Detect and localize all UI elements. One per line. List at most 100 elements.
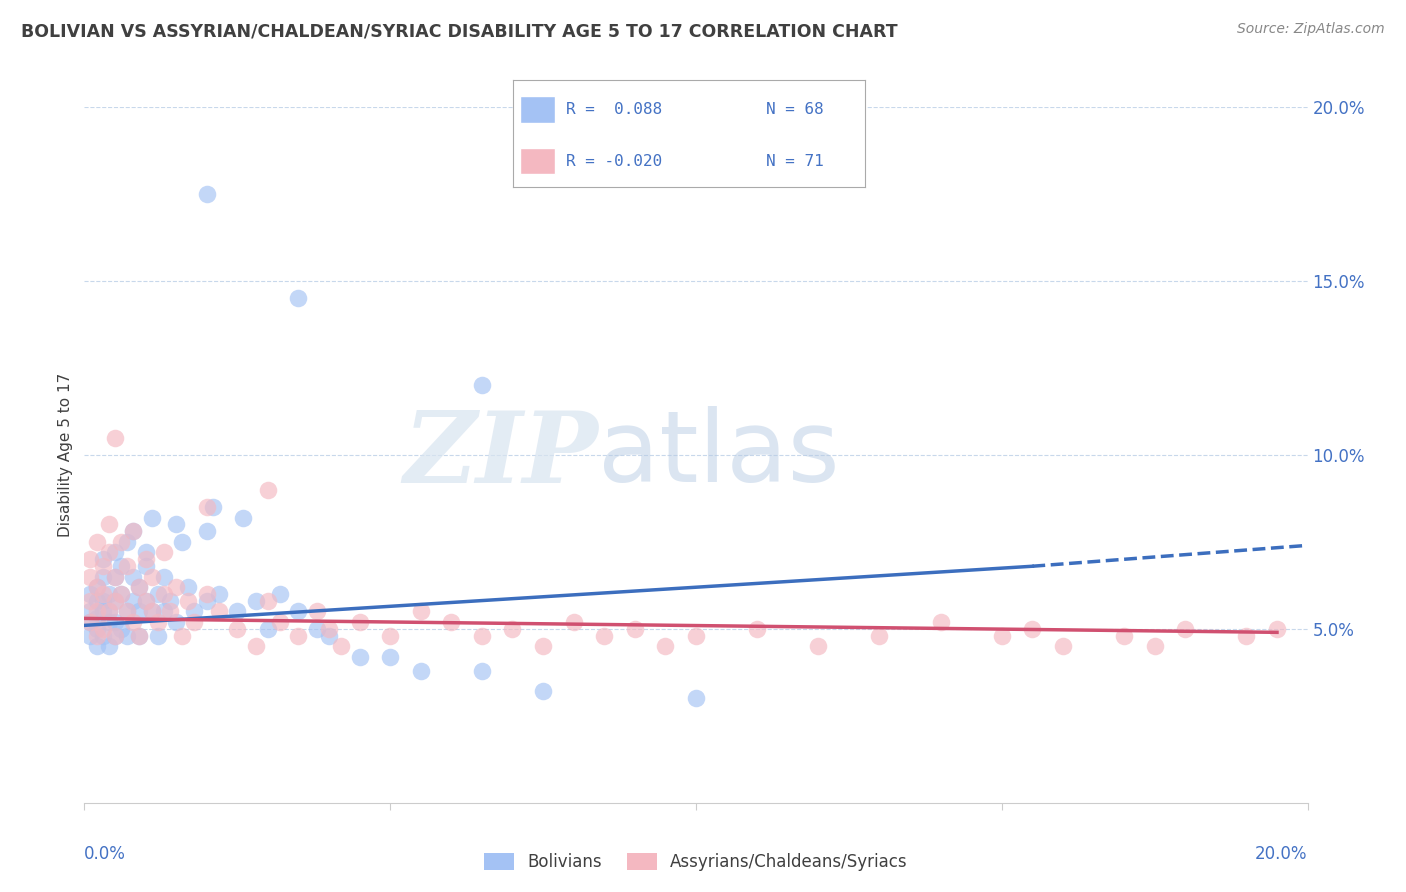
Point bbox=[165, 517, 187, 532]
Point bbox=[79, 587, 101, 601]
Text: R = -0.020: R = -0.020 bbox=[565, 153, 662, 169]
Point bbox=[115, 605, 138, 619]
Point bbox=[183, 615, 205, 629]
Point bbox=[195, 187, 218, 202]
Point bbox=[201, 500, 224, 514]
Point bbox=[115, 605, 138, 619]
Point bbox=[531, 639, 554, 653]
Point bbox=[141, 605, 163, 619]
Point bbox=[79, 629, 101, 643]
Point bbox=[177, 580, 200, 594]
Point bbox=[115, 629, 138, 643]
Text: N = 68: N = 68 bbox=[766, 103, 824, 117]
Point bbox=[146, 587, 169, 601]
Point bbox=[115, 559, 138, 574]
Point bbox=[91, 594, 114, 608]
Point bbox=[562, 615, 585, 629]
Point bbox=[1052, 639, 1074, 653]
Point bbox=[104, 594, 127, 608]
Point bbox=[685, 691, 707, 706]
Text: ZIP: ZIP bbox=[404, 407, 598, 503]
Point bbox=[128, 580, 150, 594]
Point bbox=[86, 629, 108, 643]
Point bbox=[471, 378, 494, 392]
Point bbox=[929, 615, 952, 629]
Point bbox=[104, 629, 127, 643]
Text: N = 71: N = 71 bbox=[766, 153, 824, 169]
Point bbox=[79, 594, 101, 608]
Point bbox=[135, 552, 157, 566]
Point bbox=[287, 291, 309, 305]
Point bbox=[330, 639, 353, 653]
Text: 20.0%: 20.0% bbox=[1256, 845, 1308, 863]
Point bbox=[257, 483, 280, 497]
Text: 0.0%: 0.0% bbox=[84, 845, 127, 863]
Point bbox=[807, 639, 830, 653]
Y-axis label: Disability Age 5 to 17: Disability Age 5 to 17 bbox=[58, 373, 73, 537]
Point bbox=[177, 594, 200, 608]
Text: BOLIVIAN VS ASSYRIAN/CHALDEAN/SYRIAC DISABILITY AGE 5 TO 17 CORRELATION CHART: BOLIVIAN VS ASSYRIAN/CHALDEAN/SYRIAC DIS… bbox=[21, 22, 897, 40]
Point bbox=[122, 594, 145, 608]
Point bbox=[165, 580, 187, 594]
Point bbox=[86, 611, 108, 625]
Point bbox=[991, 629, 1014, 643]
Point bbox=[159, 605, 181, 619]
Point bbox=[122, 615, 145, 629]
Bar bbox=[520, 148, 555, 175]
Point bbox=[471, 664, 494, 678]
Point bbox=[97, 545, 120, 559]
Point bbox=[195, 500, 218, 514]
Point bbox=[79, 615, 101, 629]
Point bbox=[128, 580, 150, 594]
Point bbox=[318, 629, 340, 643]
Point bbox=[146, 629, 169, 643]
Point bbox=[97, 639, 120, 653]
Point bbox=[183, 605, 205, 619]
Point bbox=[86, 605, 108, 619]
Point bbox=[110, 587, 132, 601]
Point bbox=[97, 605, 120, 619]
Point bbox=[349, 649, 371, 664]
Point bbox=[97, 615, 120, 629]
Point bbox=[593, 629, 616, 643]
Point bbox=[245, 639, 267, 653]
Point bbox=[86, 639, 108, 653]
Point bbox=[305, 605, 328, 619]
Point bbox=[86, 534, 108, 549]
Point bbox=[135, 594, 157, 608]
Point bbox=[79, 552, 101, 566]
Point bbox=[624, 622, 647, 636]
Point bbox=[1174, 622, 1197, 636]
Point bbox=[409, 605, 432, 619]
Point bbox=[305, 622, 328, 636]
Point bbox=[232, 510, 254, 524]
Point bbox=[153, 605, 176, 619]
Point bbox=[86, 580, 108, 594]
Point bbox=[110, 559, 132, 574]
Point bbox=[141, 570, 163, 584]
Point bbox=[226, 622, 249, 636]
Point bbox=[245, 594, 267, 608]
Point bbox=[104, 629, 127, 643]
Point bbox=[86, 594, 108, 608]
Point bbox=[287, 605, 309, 619]
Point bbox=[1114, 629, 1136, 643]
Point bbox=[380, 629, 402, 643]
Point bbox=[122, 570, 145, 584]
Bar bbox=[520, 96, 555, 123]
Point bbox=[159, 594, 181, 608]
Point bbox=[654, 639, 676, 653]
Point bbox=[195, 594, 218, 608]
Point bbox=[128, 605, 150, 619]
Point bbox=[869, 629, 891, 643]
Point bbox=[86, 580, 108, 594]
Point bbox=[122, 524, 145, 539]
Point bbox=[409, 664, 432, 678]
Point bbox=[257, 594, 280, 608]
Point bbox=[195, 524, 218, 539]
Point bbox=[97, 517, 120, 532]
Point bbox=[91, 587, 114, 601]
Point bbox=[165, 615, 187, 629]
Point bbox=[122, 524, 145, 539]
Point bbox=[349, 615, 371, 629]
